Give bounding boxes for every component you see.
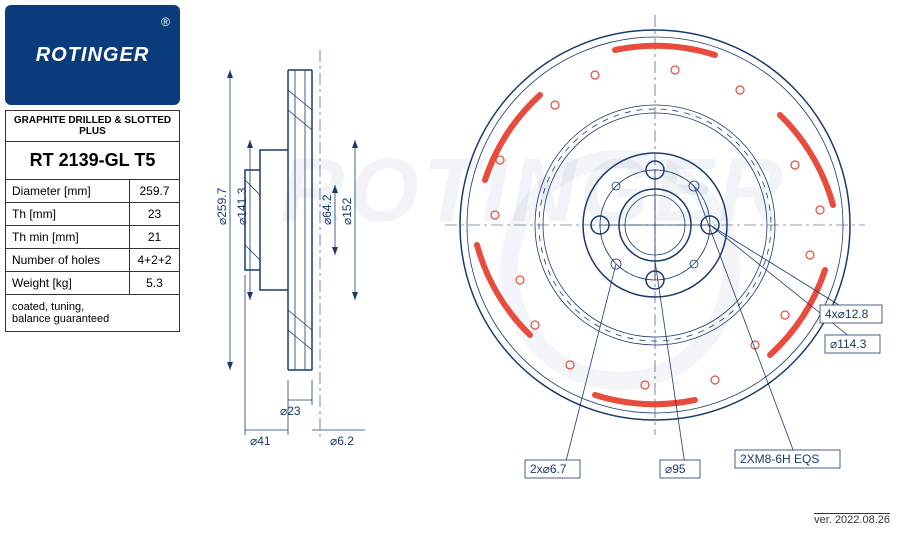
product-line: GRAPHITE DRILLED & SLOTTED PLUS (6, 111, 180, 142)
dim-thickness: ⌀23 (280, 404, 301, 418)
spec-notes: coated, tuning, balance guaranteed (6, 295, 180, 332)
spec-label: Weight [kg] (6, 272, 130, 295)
callout-small-holes: 2x⌀6.7 (530, 462, 567, 476)
dim-hat: ⌀41 (250, 434, 271, 448)
spec-label: Th min [mm] (6, 226, 130, 249)
spec-label: Th [mm] (6, 203, 130, 226)
spec-value: 21 (130, 226, 180, 249)
dim-hub-dia: ⌀64.2 (320, 194, 334, 225)
registered-mark: ® (161, 15, 170, 29)
spec-value: 23 (130, 203, 180, 226)
part-number: RT 2139-GL T5 (6, 142, 180, 180)
spec-value: 5.3 (130, 272, 180, 295)
brand-text: ROTINGER (36, 44, 150, 67)
side-view: ⌀259.7 ⌀141.3 ⌀64.2 ⌀152 ⌀23 ⌀41 ⌀6.2 (200, 40, 430, 480)
callout-thread: 2XM8-6H EQS (740, 452, 819, 466)
spec-table: GRAPHITE DRILLED & SLOTTED PLUS RT 2139-… (5, 110, 180, 332)
spec-label: Number of holes (6, 249, 130, 272)
front-view: 4x⌀12.8 ⌀114.3 2XM8-6H EQS 2x⌀6.7 ⌀95 (430, 10, 890, 500)
dim-outer-dia: ⌀259.7 (215, 187, 229, 225)
dim-flange-dia: ⌀141.3 (235, 187, 249, 225)
dim-step-dia: ⌀152 (340, 197, 354, 225)
callout-bolt-holes: 4x⌀12.8 (825, 307, 869, 321)
dim-hole: ⌀6.2 (330, 434, 354, 448)
callout-hub-dia: ⌀95 (665, 462, 686, 476)
callout-pcd: ⌀114.3 (830, 337, 867, 351)
brand-logo: ROTINGER ® (5, 5, 180, 105)
version-label: ver. 2022.08.26 (814, 513, 890, 526)
spec-value: 259.7 (130, 180, 180, 203)
technical-drawing: ⌀259.7 ⌀141.3 ⌀64.2 ⌀152 ⌀23 ⌀41 ⌀6.2 (200, 10, 890, 510)
spec-value: 4+2+2 (130, 249, 180, 272)
spec-label: Diameter [mm] (6, 180, 130, 203)
